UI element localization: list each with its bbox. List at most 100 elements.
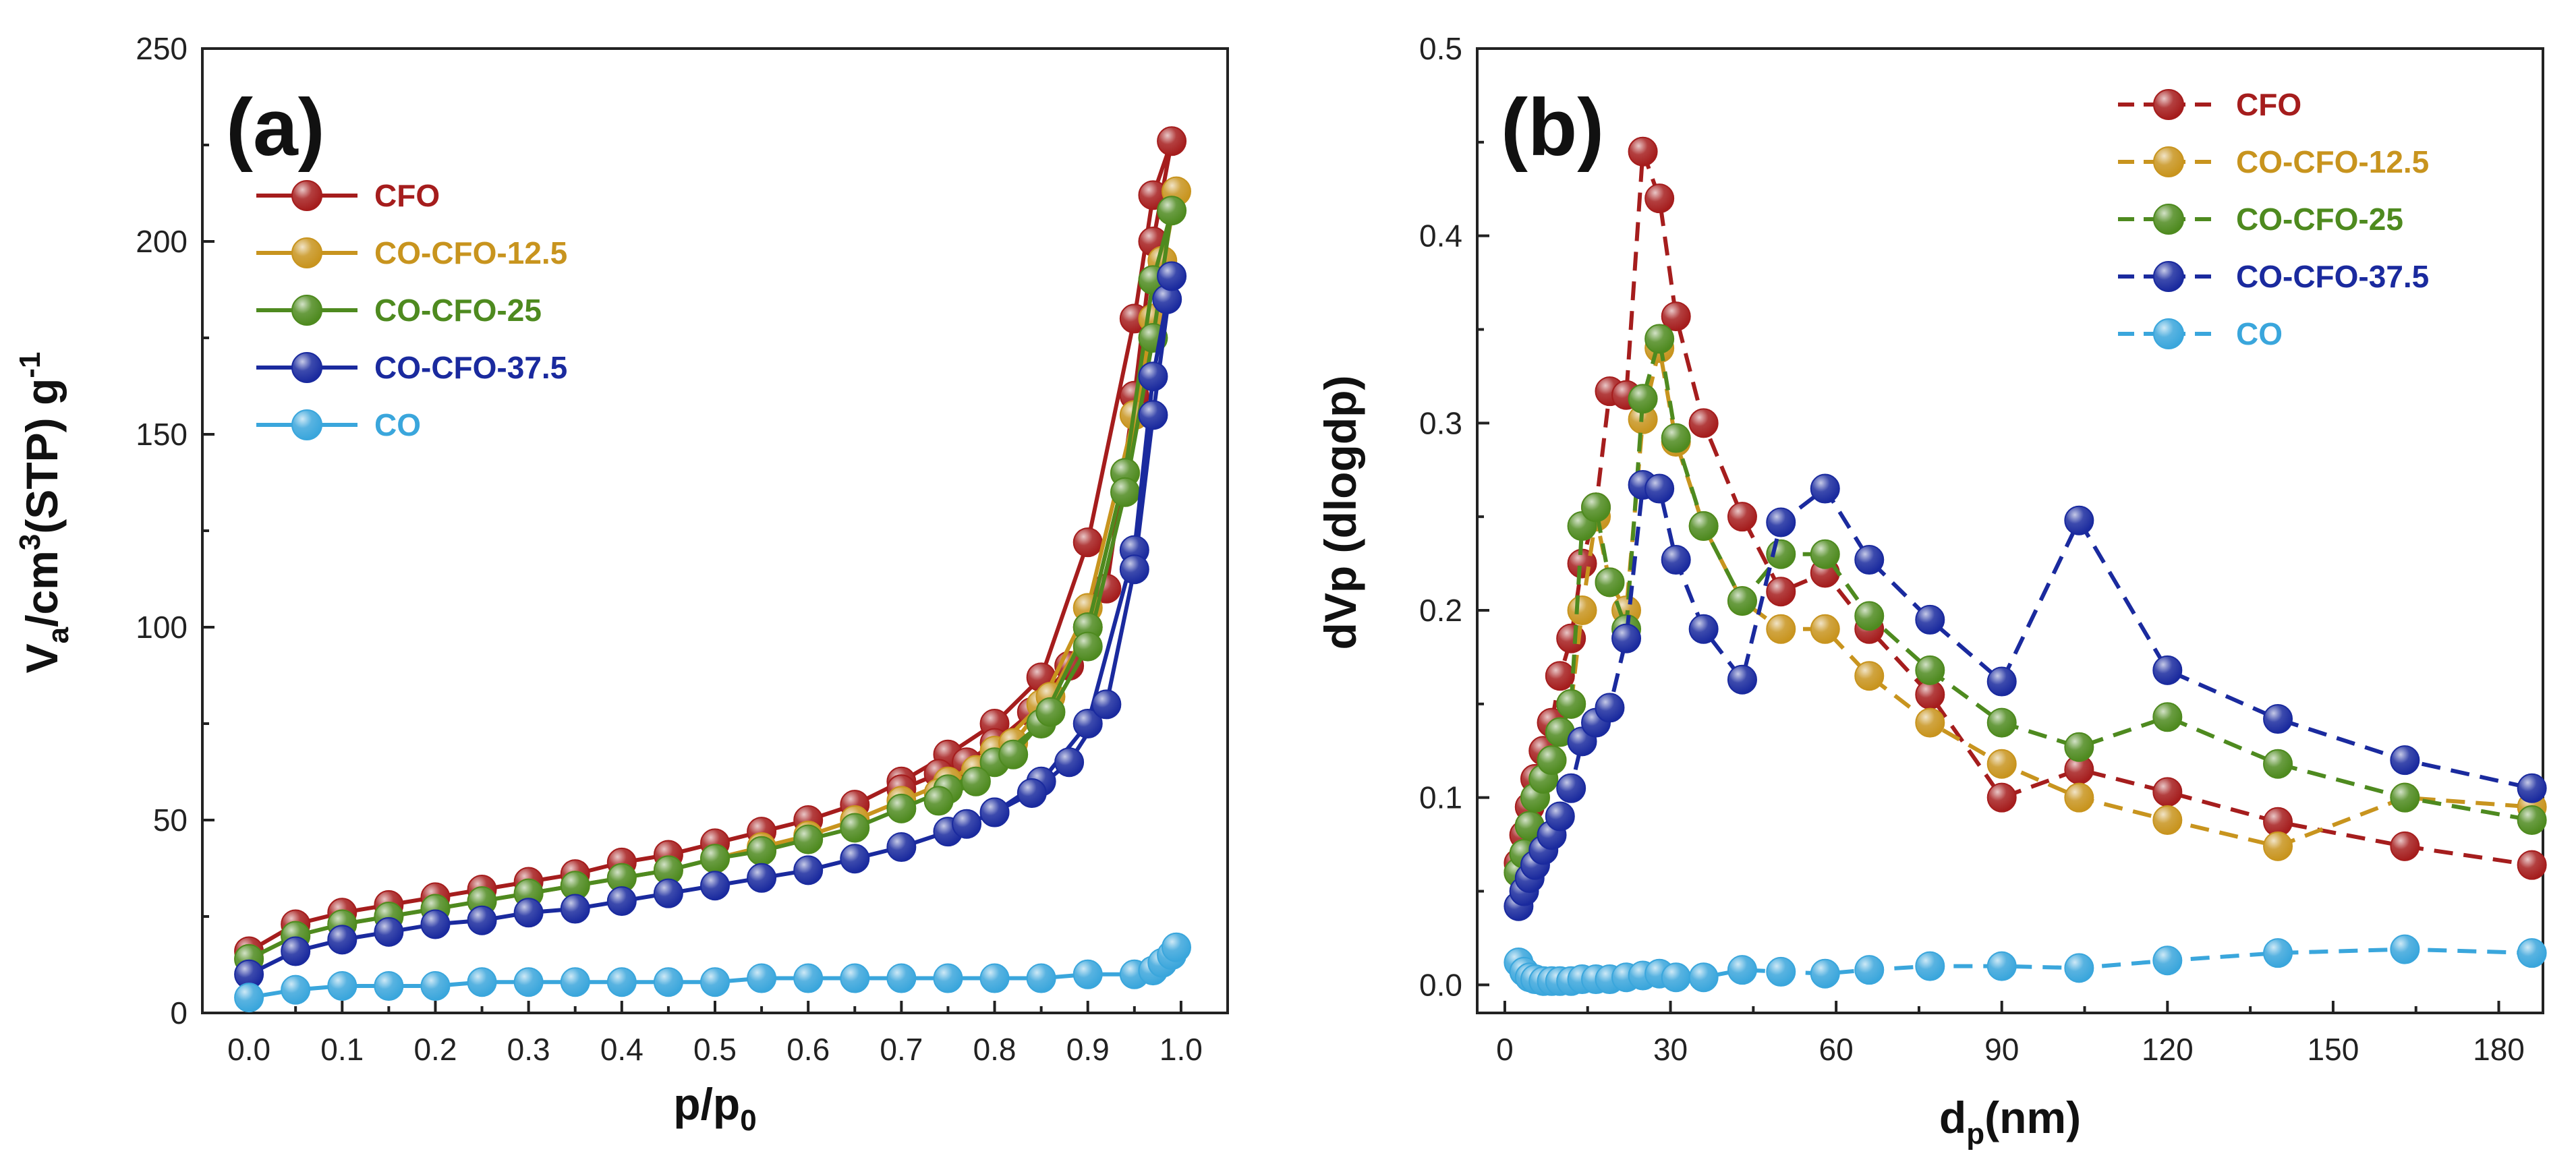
y-tick-label: 0 xyxy=(170,995,188,1030)
y-tick-label: 0.3 xyxy=(1419,405,1462,440)
data-point xyxy=(420,909,451,939)
data-point xyxy=(1054,747,1085,778)
data-point xyxy=(700,871,730,901)
x-tick-label: 0.0 xyxy=(227,1032,270,1067)
series-CO-CFO-12.5 xyxy=(1504,333,2547,887)
x-axis-title: dp(nm) xyxy=(1939,1093,2081,1151)
data-point xyxy=(1915,604,1945,635)
x-tick-label: 0.1 xyxy=(320,1032,364,1067)
data-point xyxy=(2152,805,2183,835)
data-point xyxy=(1986,782,2017,813)
series-CFO xyxy=(1504,136,2547,880)
data-point xyxy=(374,916,404,947)
data-point xyxy=(1986,749,2017,779)
data-point xyxy=(1766,577,1796,607)
legend-marker xyxy=(291,180,322,211)
x-tick-label: 120 xyxy=(2142,1032,2194,1067)
data-point xyxy=(2390,782,2420,813)
data-point xyxy=(1986,666,2017,697)
legend-label: CO-CFO-37.5 xyxy=(374,350,567,385)
data-point xyxy=(467,967,497,997)
data-point xyxy=(2064,782,2094,813)
x-tick-label: 0 xyxy=(1496,1032,1514,1067)
data-point xyxy=(840,844,870,874)
data-point xyxy=(653,967,683,997)
data-point xyxy=(513,898,544,928)
data-point xyxy=(1766,539,1796,569)
data-point xyxy=(1810,958,1840,989)
data-point xyxy=(1595,693,1625,723)
data-point xyxy=(1727,664,1757,695)
x-tick-label: 0.3 xyxy=(507,1032,550,1067)
data-point xyxy=(1727,955,1757,985)
y-tick-label: 0.4 xyxy=(1419,219,1462,254)
y-tick-label: 0.0 xyxy=(1419,967,1462,1002)
data-point xyxy=(2390,934,2420,964)
data-point xyxy=(923,786,954,816)
data-point xyxy=(281,974,311,1005)
data-point xyxy=(606,886,637,916)
data-point xyxy=(1091,689,1122,720)
legend-label: CFO xyxy=(374,178,440,213)
y-tick-label: 100 xyxy=(136,610,188,645)
y-tick-label: 0.2 xyxy=(1419,593,1462,628)
y-tick-label: 200 xyxy=(136,224,188,259)
data-point xyxy=(1628,136,1658,167)
data-point xyxy=(1766,507,1796,537)
data-point xyxy=(1810,473,1840,504)
data-point xyxy=(1915,951,1945,981)
data-point xyxy=(2152,655,2183,685)
data-point xyxy=(886,793,917,823)
data-point xyxy=(327,970,357,1001)
data-point xyxy=(1986,951,2017,981)
data-point xyxy=(1915,655,1945,685)
data-point xyxy=(281,936,311,966)
data-point xyxy=(1688,511,1719,542)
legend-marker xyxy=(291,409,322,440)
data-point xyxy=(1556,773,1586,803)
data-point xyxy=(1556,689,1586,719)
legend-label: CFO xyxy=(2236,87,2301,122)
x-axis-title: p/p0 xyxy=(673,1079,756,1137)
data-point xyxy=(793,855,824,885)
legend-label: CO xyxy=(374,407,421,442)
data-point xyxy=(2064,505,2094,535)
data-point xyxy=(2390,831,2420,861)
data-point xyxy=(1162,932,1191,962)
data-point xyxy=(998,739,1029,769)
legend-marker xyxy=(2153,146,2184,177)
data-point xyxy=(1644,324,1675,354)
data-point xyxy=(1810,614,1840,644)
y-tick-label: 50 xyxy=(153,803,188,838)
data-point xyxy=(2517,850,2547,880)
legend-marker xyxy=(2153,318,2184,349)
legend: CFO CO-CFO-12.5 CO-CFO-25 CO-CFO-37.5 CO xyxy=(2118,87,2429,351)
legend-marker xyxy=(291,237,322,268)
data-point xyxy=(2517,938,2547,968)
data-point xyxy=(2064,953,2094,983)
panel-b: 0 30 60 90 120 150 180 0.0 0.1 0.2 0.3 0.4 0.5 (b) dp(… xyxy=(1315,31,2547,1151)
data-point xyxy=(1567,595,1597,626)
data-point xyxy=(420,970,451,1001)
data-point xyxy=(1986,707,2017,738)
x-tick-label: 1.0 xyxy=(1160,1032,1203,1067)
data-point xyxy=(1157,126,1187,156)
data-point xyxy=(979,963,1010,993)
data-point xyxy=(840,963,870,993)
data-point xyxy=(1854,601,1885,631)
data-point xyxy=(1854,661,1885,691)
data-point xyxy=(933,963,963,993)
x-tick-label: 0.7 xyxy=(880,1032,923,1067)
data-point xyxy=(2390,745,2420,776)
data-point xyxy=(1854,955,1885,985)
data-point xyxy=(1661,301,1691,332)
data-point xyxy=(1688,408,1719,438)
data-point xyxy=(1854,545,1885,575)
data-point xyxy=(327,925,357,955)
data-point xyxy=(1581,492,1611,523)
series-CO-CFO-37.5 xyxy=(234,261,1187,989)
data-point xyxy=(2152,702,2183,732)
data-point xyxy=(2263,704,2293,734)
data-point xyxy=(1595,567,1625,598)
